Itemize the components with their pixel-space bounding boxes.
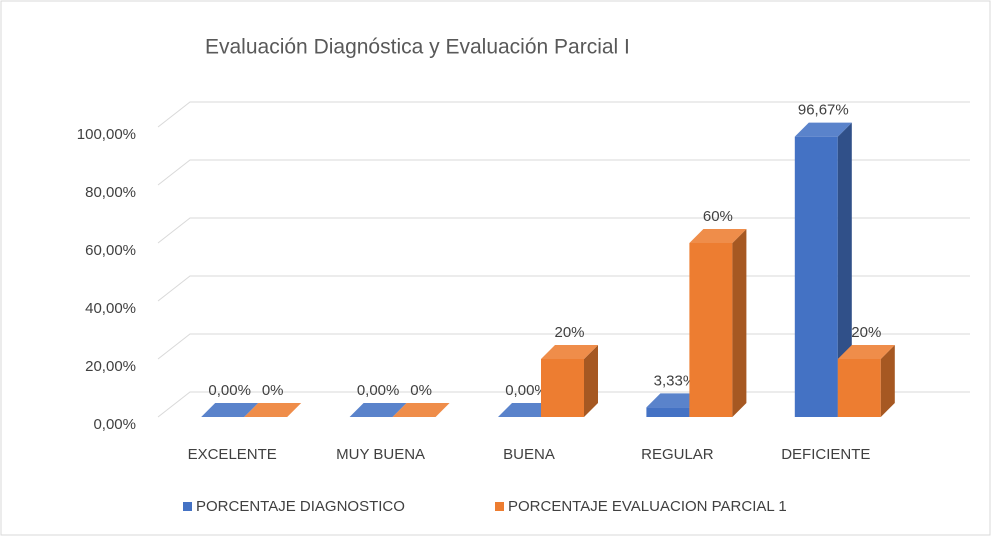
bar [837,345,895,417]
bar-front [794,136,838,418]
x-tick-label: BUENA [503,446,555,463]
bar-side [880,345,895,417]
data-label: 0% [262,382,284,399]
bar-top [646,393,704,408]
y-tick-label: 20,00% [85,358,136,375]
grid-line [157,159,970,186]
bar-front [689,243,733,417]
bar [689,229,747,417]
y-tick-label: 60,00% [85,242,136,259]
bar [392,403,450,417]
y-tick-label: 40,00% [85,300,136,317]
bar-front [541,359,584,417]
bar [201,403,259,417]
data-label: 20% [851,324,881,341]
bar-side [732,229,747,417]
legend-label: PORCENTAJE DIAGNOSTICO [196,498,405,515]
bar [498,403,555,417]
data-label: 20% [554,324,584,341]
bar-side [584,345,598,417]
bar-top [392,403,450,417]
legend-label: PORCENTAJE EVALUACION PARCIAL 1 [508,498,787,515]
data-label: 0,00% [357,382,400,399]
bar [244,403,302,417]
bar-top [837,345,895,359]
legend-swatch [183,502,192,511]
x-tick-label: DEFICIENTE [781,446,870,463]
bar-top [498,403,555,417]
data-label: 3,33% [654,372,697,389]
data-label: 0,00% [208,382,251,399]
data-label: 96,67% [798,102,849,119]
data-label: 0% [410,382,432,399]
bar [541,345,598,417]
bar-top [689,229,747,243]
data-label: 0,00% [505,382,548,399]
grid-line [157,101,970,128]
bar-side [837,122,852,418]
legend-swatch [495,502,504,511]
bar-front [646,407,690,417]
x-tick-label: REGULAR [641,446,714,463]
grid-line [157,217,970,244]
bar [349,403,407,417]
bar-top [244,403,302,417]
x-tick-label: EXCELENTE [188,446,277,463]
y-tick-label: 100,00% [77,126,136,143]
bar-top [349,403,407,417]
bar [794,122,852,418]
y-tick-label: 80,00% [85,184,136,201]
data-label: 60% [703,208,733,225]
chart-title: Evaluación Diagnóstica y Evaluación Parc… [205,36,630,59]
bar-top [541,345,598,359]
x-tick-label: MUY BUENA [336,446,425,463]
bar-front [837,359,881,417]
y-tick-label: 0,00% [93,416,136,433]
bar-top [201,403,259,417]
bar-top [794,122,852,137]
